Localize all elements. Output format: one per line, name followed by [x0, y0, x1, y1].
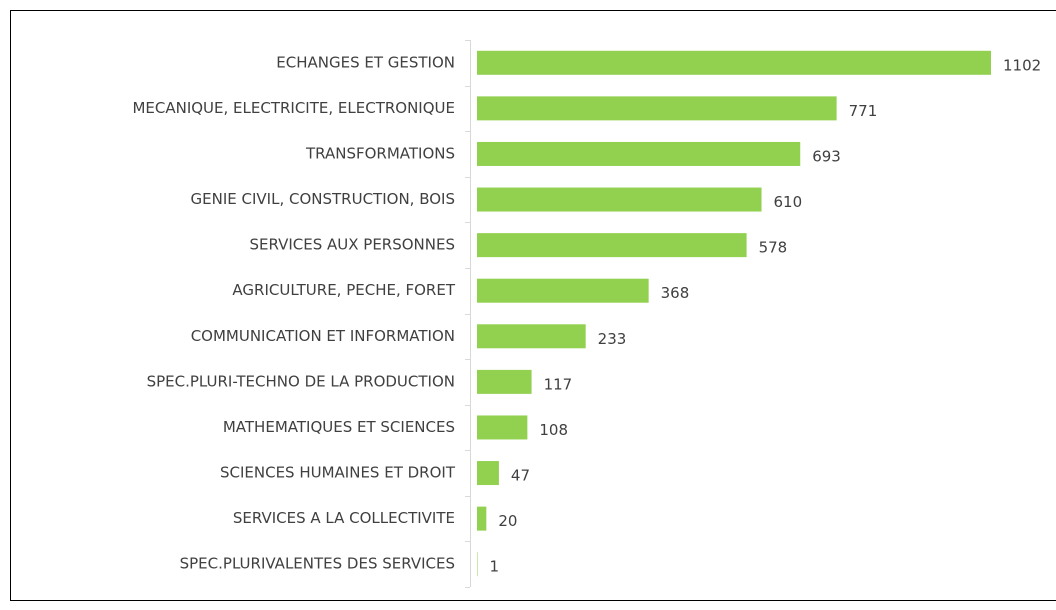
- bar: [477, 461, 499, 486]
- category-label: SPEC.PLURI-TECHNO DE LA PRODUCTION: [147, 372, 455, 390]
- value-label: 1: [489, 558, 499, 576]
- category-label: SERVICES A LA COLLECTIVITE: [233, 509, 455, 527]
- category-label: SPEC.PLURIVALENTES DES SERVICES: [180, 555, 455, 573]
- bar: [477, 369, 532, 394]
- bar: [477, 233, 747, 258]
- value-label: 117: [544, 375, 573, 393]
- category-label: SCIENCES HUMAINES ET DROIT: [220, 464, 456, 482]
- category-label: MATHEMATIQUES ET SCIENCES: [223, 418, 455, 436]
- value-label: 1102: [1003, 56, 1041, 74]
- category-label: AGRICULTURE, PECHE, FORET: [232, 281, 455, 299]
- value-label: 233: [598, 330, 627, 348]
- bar: [477, 187, 762, 212]
- bar: [477, 278, 649, 303]
- value-label: 771: [849, 102, 878, 120]
- category-label: TRANSFORMATIONS: [305, 144, 455, 162]
- bar: [477, 324, 586, 349]
- bar: [477, 415, 528, 440]
- category-label: ECHANGES ET GESTION: [276, 53, 455, 71]
- value-label: 20: [498, 512, 517, 530]
- value-label: 610: [774, 193, 803, 211]
- value-label: 108: [539, 421, 568, 439]
- category-label: GENIE CIVIL, CONSTRUCTION, BOIS: [191, 190, 455, 208]
- category-label: SERVICES AUX PERSONNES: [249, 236, 455, 254]
- value-label: 368: [661, 284, 690, 302]
- value-label: 693: [812, 147, 841, 165]
- category-label: COMMUNICATION ET INFORMATION: [191, 327, 455, 345]
- category-label: MECANIQUE, ELECTRICITE, ELECTRONIQUE: [132, 99, 455, 117]
- bar: [477, 506, 487, 531]
- bar: [477, 96, 837, 121]
- value-label: 47: [511, 467, 530, 485]
- bar: [477, 50, 991, 75]
- value-label: 578: [759, 239, 788, 257]
- bar: [477, 141, 801, 166]
